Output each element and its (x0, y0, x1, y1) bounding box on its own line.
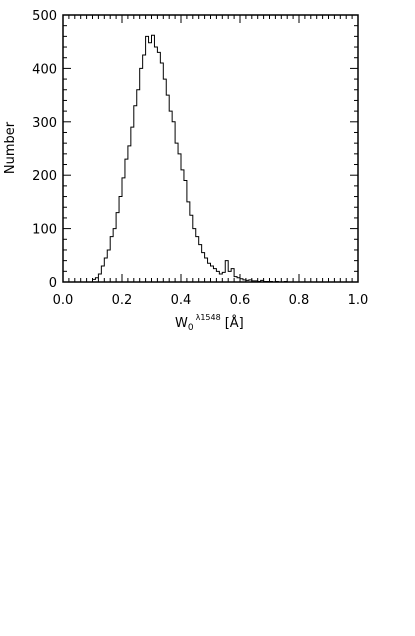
histogram-series-line (92, 34, 299, 283)
plot-frame (62, 14, 359, 283)
y-tick-label: 400 (32, 62, 57, 77)
x-axis-label: W0λ1548 [Å] (175, 313, 244, 333)
x-tick-label: 0.8 (289, 293, 310, 308)
y-axis-ticks (63, 14, 358, 283)
x-axis-ticks (62, 15, 359, 282)
y-tick-label: 100 (32, 223, 57, 238)
x-tick-label: 0.0 (53, 293, 74, 308)
plot-border (62, 14, 359, 283)
y-tick-label: 300 (32, 116, 57, 131)
x-axis-label-unit: [Å] (225, 315, 244, 331)
x-tick-label: 0.2 (112, 293, 133, 308)
x-tick-label: 0.4 (171, 293, 192, 308)
x-axis-label-superscript: λ1548 (196, 313, 221, 322)
y-tick-label: 200 (32, 169, 57, 184)
y-tick-label: 500 (32, 9, 57, 24)
y-axis-tick-labels: 0 100 200 300 400 500 (32, 9, 57, 291)
y-axis-label: Number (3, 121, 18, 174)
y-tick-label: 0 (49, 276, 57, 291)
x-tick-label: 1.0 (348, 293, 369, 308)
x-axis-tick-labels: 0.0 0.2 0.4 0.6 0.8 1.0 (53, 293, 369, 308)
x-axis-label-subscript: 0 (188, 323, 194, 333)
x-axis-label-main: W (175, 316, 188, 331)
x-tick-label: 0.6 (230, 293, 251, 308)
